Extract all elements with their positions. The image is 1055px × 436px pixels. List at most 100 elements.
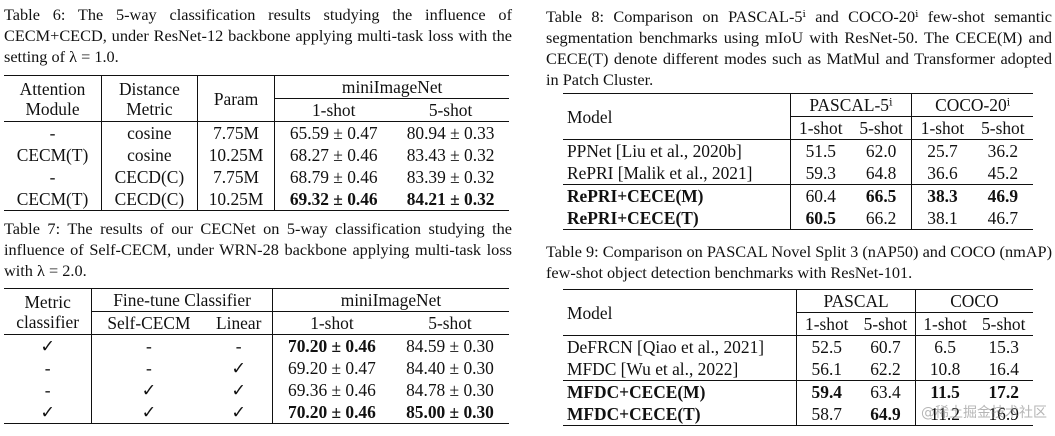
t7-r2-c3: 69.36 ± 0.46 [288, 380, 376, 400]
t6-r3-c0: CECM(T) [4, 188, 102, 211]
header-dataset-group: miniImageNet 1-shot 5-shot [275, 76, 509, 122]
header-coco-1shot: 1-shot [923, 314, 967, 334]
t9-r2-c1: 59.4 [811, 382, 842, 402]
t8-r3-c1: 60.5 [805, 208, 836, 228]
t8-r2-c3: 38.3 [927, 186, 958, 206]
t7-r3-c4: 85.00 ± 0.30 [406, 402, 494, 422]
header-coco-1shot: 1-shot [920, 118, 965, 138]
t9-r3-c1: 58.7 [811, 404, 842, 424]
t6-r2-c3: 68.79 ± 0.46 [289, 167, 378, 187]
t9-r0-c2: 60.7 [856, 335, 916, 358]
header-dataset: miniImageNet [275, 76, 509, 99]
t6-r0-c2: 7.75M [197, 121, 276, 144]
t8-r3-c2: 66.2 [850, 207, 913, 230]
t9-r0-c4: 15.3 [988, 337, 1019, 357]
header-linear: Linear [205, 311, 273, 335]
t6-r1-c4: 83.43 ± 0.32 [406, 145, 495, 165]
header-pascal-5shot: 5-shot [856, 312, 916, 336]
header-1shot: 1-shot [311, 100, 356, 120]
header-5shot: 5-shot [428, 100, 473, 120]
table9-caption: Table 9: Comparison on PASCAL Novel Spli… [546, 242, 1052, 282]
header-param: Param [197, 75, 276, 122]
t9-r2-c3: 11.5 [930, 382, 960, 402]
t9-r0-c1: 52.5 [811, 337, 842, 357]
table7-caption: Table 7: The results of our CECNet on 5-… [4, 219, 512, 280]
t6-r0-c3: 65.59 ± 0.47 [289, 123, 378, 143]
t9-r3-model: MFDC+CECE(T) [563, 403, 798, 426]
t6-r2-c1: CECD(C) [101, 166, 198, 188]
t9-r3-c4: 16.9 [988, 404, 1019, 424]
t6-r0-c4: 80.94 ± 0.33 [406, 123, 495, 143]
header-1shot: 1-shot [310, 313, 354, 333]
t8-r0-model: PPNet [Liu et al., 2020b] [563, 139, 791, 162]
t9-r1-c4: 16.4 [988, 359, 1019, 379]
t9-r2-c2: 63.4 [856, 380, 916, 403]
t9-r1-model: MFDC [Wu et al., 2022] [563, 358, 798, 381]
t7-r2-c4: 84.78 ± 0.30 [406, 380, 494, 400]
t8-r3-model: RePRI+CECE(T) [563, 207, 791, 230]
t6-r1-c1: cosine [101, 144, 198, 166]
table8-caption: Table 8: Comparison on PASCAL-5ⁱ and COC… [546, 7, 1052, 89]
table9: Model PASCAL COCO 1-shot 5-shot 1-shot 5… [563, 289, 1033, 426]
t7-r0-c1: - [145, 336, 152, 356]
t6-r3-c3: 69.32 ± 0.46 [289, 189, 378, 209]
t8-r2-c4: 46.9 [987, 186, 1019, 206]
t9-r1-c2: 62.2 [856, 358, 916, 381]
header-coco-5shot: 5-shot [981, 314, 1026, 334]
t7-r0-c4: 84.59 ± 0.30 [406, 336, 494, 356]
header-selfcecm: Self-CECM [107, 313, 191, 333]
header-distance: Distance Metric [101, 75, 198, 122]
t6-r0-c0: - [4, 121, 102, 144]
t6-r1-c2: 10.25M [197, 144, 276, 166]
header-pascal-1shot: 1-shot [799, 118, 843, 138]
t6-r3-c4: 84.21 ± 0.32 [406, 189, 495, 209]
header-coco-5shot: 5-shot [981, 118, 1025, 138]
t7-r0-c0: ✓ [4, 334, 93, 357]
header-attention: Attention Module [4, 75, 102, 122]
t9-r3-c2: 64.9 [856, 403, 916, 426]
table6-caption: Table 6: The 5-way classification result… [4, 5, 512, 66]
t8-r2-c1: 60.4 [805, 186, 836, 206]
t6-r2-c2: 7.75M [197, 166, 276, 188]
t7-r1-c2: ✓ [205, 357, 273, 379]
t7-r3-c1: ✓ [141, 402, 157, 422]
t9-r0-c3: 6.5 [934, 337, 956, 357]
t8-r2-model: RePRI+CECE(M) [563, 184, 791, 207]
t7-r2-c2: ✓ [205, 379, 273, 401]
t8-r3-c4: 46.7 [987, 208, 1019, 228]
header-coco: COCO [915, 289, 1033, 313]
header-pascal-1shot: 1-shot [805, 314, 849, 334]
t7-r3-c2: ✓ [205, 401, 273, 424]
t7-r0-c3: 70.20 ± 0.46 [288, 336, 376, 356]
t9-r3-c3: 11.2 [930, 404, 960, 424]
t8-r0-c2: 62.0 [850, 139, 913, 162]
t6-r2-c0: - [4, 166, 102, 188]
t8-r0-c3: 25.7 [927, 141, 958, 161]
t8-r1-c4: 45.2 [987, 163, 1019, 183]
header-model: Model [563, 93, 791, 140]
header-pascal: PASCAL [796, 289, 916, 313]
t6-r2-c4: 83.39 ± 0.32 [406, 167, 495, 187]
header-pascal: PASCAL-5ⁱ [790, 93, 913, 117]
t7-r1-c0: - [4, 357, 93, 379]
t7-r1-c3: 69.20 ± 0.47 [288, 358, 376, 378]
table8: Model PASCAL-5ⁱ COCO-20ⁱ 1-shot 5-shot 1… [563, 93, 1033, 230]
t9-r2-model: MFDC+CECE(M) [563, 380, 798, 403]
header-dataset: miniImageNet [272, 288, 509, 312]
header-5shot: 5-shot [428, 313, 472, 333]
t7-r2-c1: ✓ [141, 380, 157, 400]
t9-r1-c3: 10.8 [929, 359, 961, 379]
t7-r3-c0: ✓ [4, 401, 93, 424]
header-pascal-5shot: 5-shot [850, 116, 913, 140]
t8-r3-c3: 38.1 [927, 208, 958, 228]
table6: Attention Module Distance Metric Param min… [4, 75, 509, 211]
t6-r3-c1: CECD(C) [101, 188, 198, 211]
t9-r0-model: DeFRCN [Qiao et al., 2021] [563, 335, 798, 358]
header-coco: COCO-20ⁱ [911, 93, 1033, 117]
t8-r0-c4: 36.2 [987, 141, 1019, 161]
t6-r0-c1: cosine [101, 121, 198, 144]
t8-r1-model: RePRI [Malik et al., 2021] [563, 162, 791, 185]
t8-r1-c2: 64.8 [850, 162, 913, 185]
t7-r2-c0: - [4, 379, 93, 401]
t9-r1-c1: 56.1 [811, 359, 842, 379]
